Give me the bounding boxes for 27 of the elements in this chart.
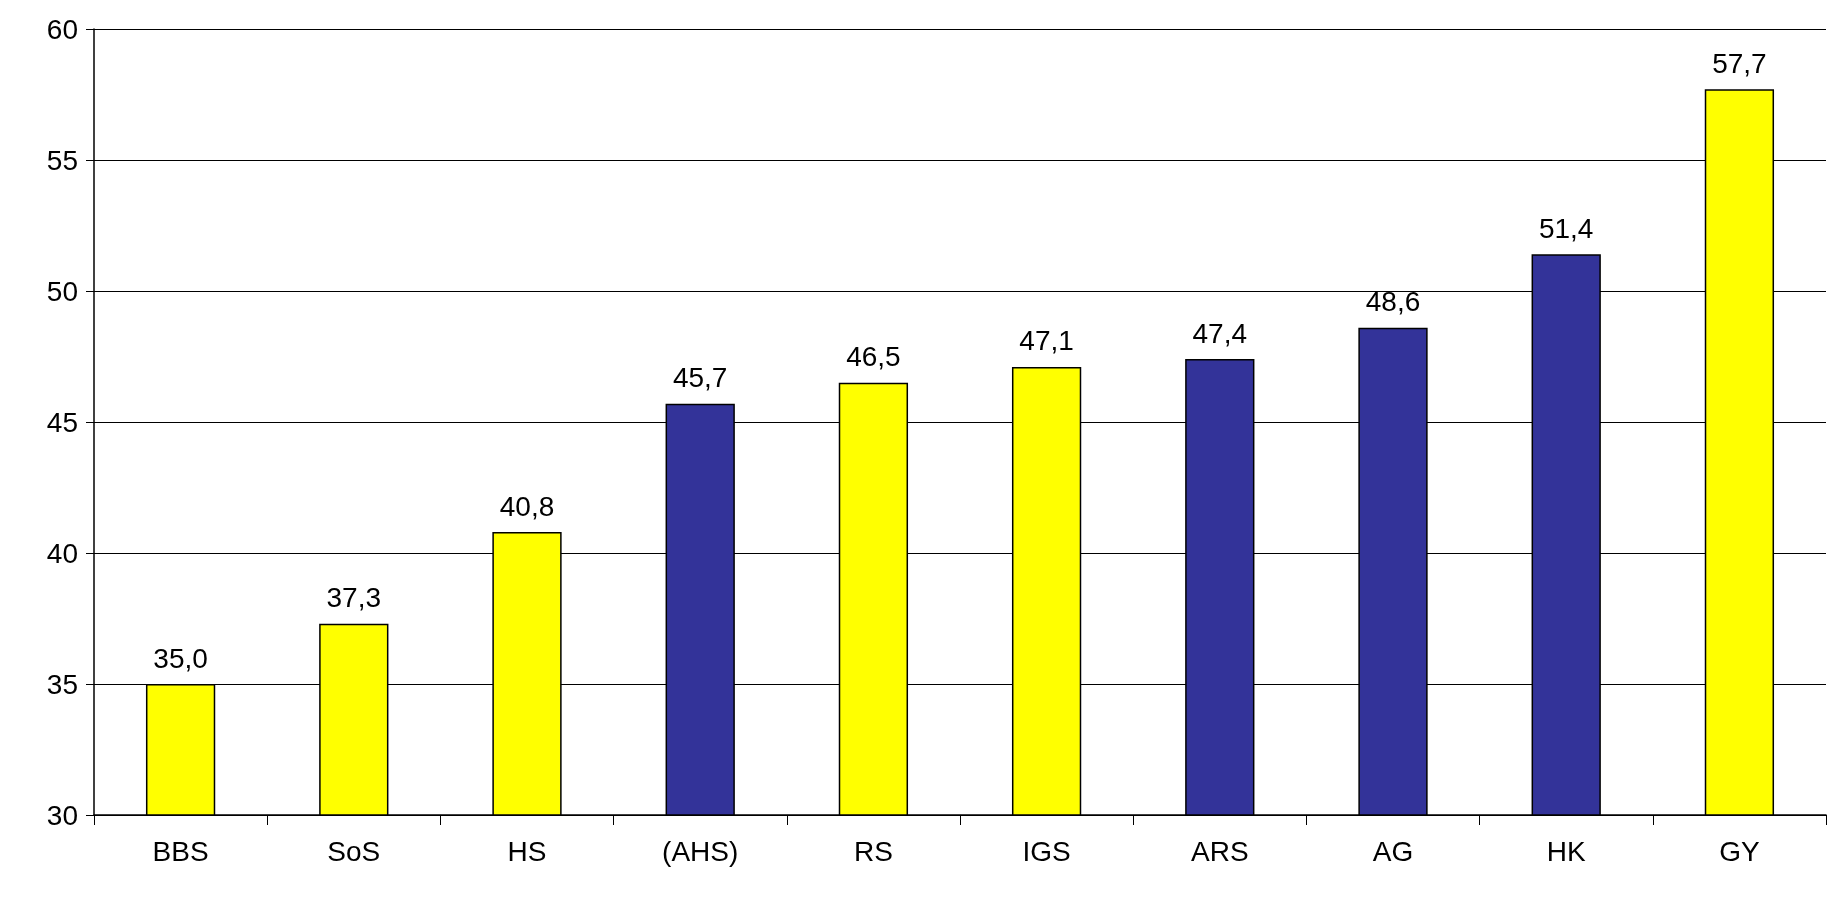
data-label: 45,7 bbox=[672, 362, 728, 394]
x-tick-label: IGS bbox=[1022, 835, 1071, 867]
x-tick-label: (AHS) bbox=[662, 835, 739, 867]
y-tick-label: 50 bbox=[46, 275, 78, 307]
y-tick-label: 45 bbox=[46, 406, 78, 438]
data-label: 37,3 bbox=[326, 582, 382, 614]
data-label: 46,5 bbox=[846, 341, 901, 373]
y-tick-label: 30 bbox=[46, 799, 78, 831]
y-tick-label: 35 bbox=[46, 668, 78, 700]
x-tick-label: ARS bbox=[1191, 835, 1249, 867]
data-label: 48,6 bbox=[1365, 286, 1421, 318]
x-tick-label: RS bbox=[853, 835, 893, 867]
x-tick-label: BBS bbox=[152, 835, 209, 867]
data-label: 57,7 bbox=[1712, 47, 1767, 79]
y-tick-label: 40 bbox=[46, 537, 78, 569]
x-tick-label: HK bbox=[1546, 835, 1586, 867]
y-tick-label: 55 bbox=[46, 144, 78, 176]
data-label: 51,4 bbox=[1538, 212, 1594, 244]
x-tick-label: GY bbox=[1719, 835, 1760, 867]
data-label: 47,1 bbox=[1019, 325, 1074, 357]
x-tick-label: SoS bbox=[327, 835, 381, 867]
x-tick-label: AG bbox=[1372, 835, 1414, 867]
x-tick-label: HS bbox=[507, 835, 547, 867]
data-label: 40,8 bbox=[499, 490, 555, 522]
data-label: 35,0 bbox=[153, 642, 208, 674]
y-tick-label: 60 bbox=[46, 13, 78, 45]
data-label: 47,4 bbox=[1192, 317, 1248, 349]
